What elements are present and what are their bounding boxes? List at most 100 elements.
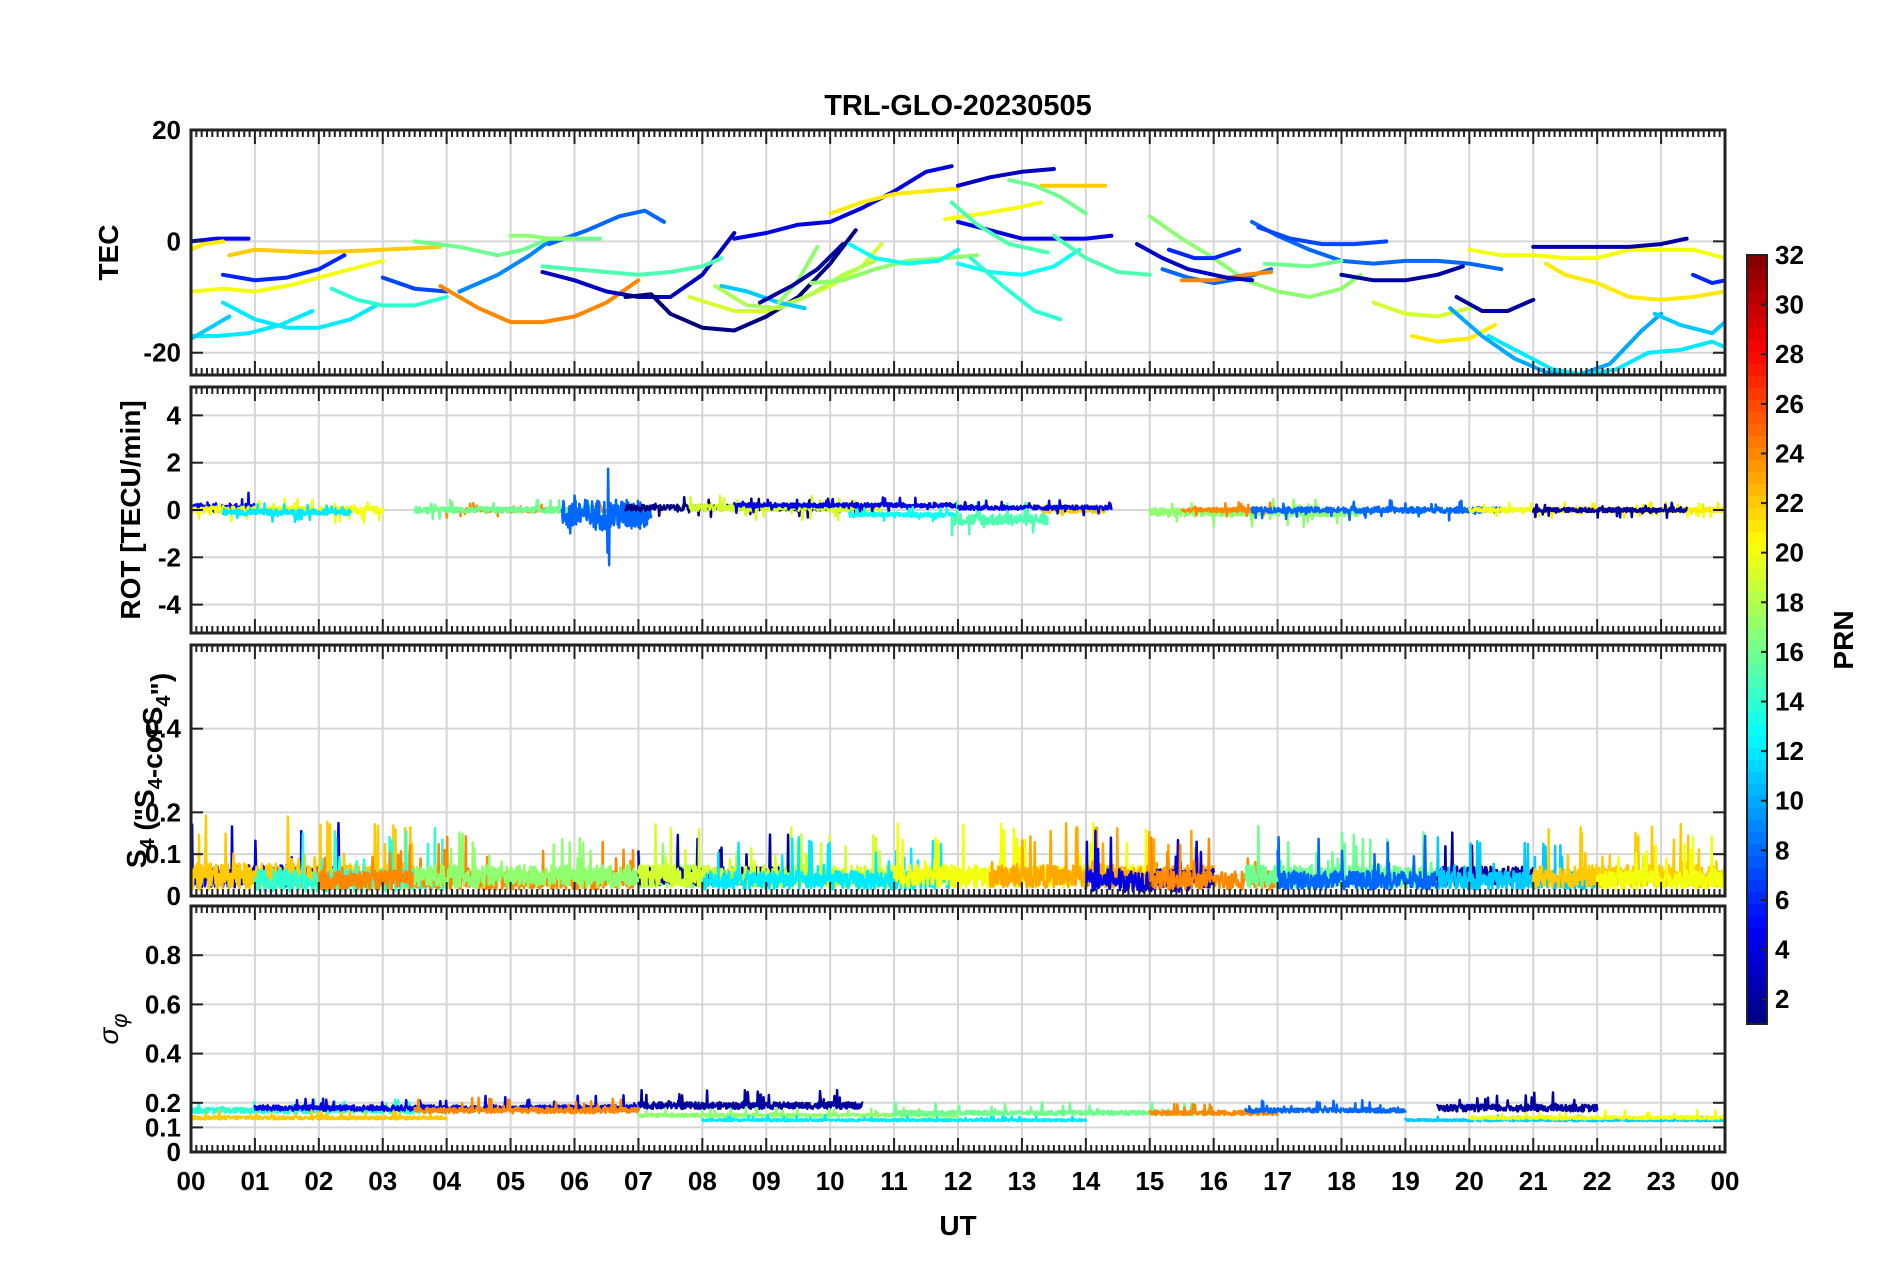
colorbar-segment: [1747, 423, 1767, 436]
colorbar-segment: [1747, 567, 1767, 580]
colorbar-tick-label: 32: [1775, 240, 1804, 270]
y-tick-label: 0: [167, 495, 181, 525]
y-tick-label: -4: [158, 590, 182, 620]
series-prn-2: [1533, 239, 1686, 247]
y-axis-label-part: σ: [93, 1027, 124, 1045]
series-prn-21: [1412, 325, 1495, 342]
y-tick-label: 0.6: [145, 989, 181, 1019]
x-tick-label: 20: [1455, 1166, 1484, 1196]
colorbar-segment: [1747, 495, 1767, 508]
colorbar-segment: [1747, 399, 1767, 412]
x-tick-label: 00: [1711, 1166, 1740, 1196]
colorbar-tick-label: 20: [1775, 538, 1804, 568]
colorbar-tick-label: 14: [1775, 687, 1804, 717]
colorbar-tick-label: 24: [1775, 438, 1804, 468]
colorbar-tick-label: 6: [1775, 885, 1789, 915]
y-axis-label: ROT [TECU/min]: [115, 400, 146, 619]
colorbar-segment: [1747, 291, 1767, 304]
series-prn-7: [383, 278, 447, 292]
series-prn-8: [1252, 500, 1501, 520]
colorbar-segment: [1747, 543, 1767, 556]
colorbar-segment: [1747, 555, 1767, 568]
x-tick-label: 05: [496, 1166, 525, 1196]
colorbar-segment: [1747, 712, 1767, 725]
colorbar-segment: [1747, 688, 1767, 701]
colorbar-segment: [1747, 952, 1767, 965]
y-axis-label: TEC: [93, 225, 124, 281]
series-prn-16: [1265, 261, 1342, 267]
colorbar-segment: [1747, 772, 1767, 785]
x-tick-label: 12: [944, 1166, 973, 1196]
series-prn-3: [958, 169, 1054, 186]
colorbar-segment: [1747, 531, 1767, 544]
colorbar-segment: [1747, 904, 1767, 917]
chart-svg: TRL-GLO-20230505 UT PRN 200-20TEC420-2-4…: [0, 0, 1902, 1272]
colorbar-segment: [1747, 940, 1767, 953]
colorbar-segment: [1747, 748, 1767, 761]
x-tick-label: 00: [177, 1166, 206, 1196]
x-tick-label: 01: [240, 1166, 269, 1196]
colorbar-segment: [1747, 676, 1767, 689]
x-tick-label: 13: [1007, 1166, 1036, 1196]
colorbar-segment: [1747, 459, 1767, 472]
colorbar-segment: [1747, 652, 1767, 665]
x-tick-label: 18: [1327, 1166, 1356, 1196]
colorbar-label: PRN: [1828, 610, 1859, 669]
colorbar-segment: [1747, 339, 1767, 352]
x-tick-label: 04: [432, 1166, 461, 1196]
chart-title: TRL-GLO-20230505: [824, 90, 1092, 122]
colorbar-segment: [1747, 579, 1767, 592]
series-prn-12: [1489, 336, 1726, 375]
colorbar-segment: [1747, 279, 1767, 292]
panel-rot: 4 2 0 -2 -4 ROT [TECU/min]: [115, 387, 1725, 633]
colorbar-segment: [1747, 615, 1767, 628]
y-axis-label-part: S: [121, 849, 152, 868]
x-tick-label: 06: [560, 1166, 589, 1196]
series-prn-6: [1693, 275, 1725, 283]
series-prn-10: [1450, 308, 1661, 375]
colorbar-segment: [1747, 411, 1767, 424]
colorbar-tick-label: 4: [1775, 935, 1790, 965]
colorbar-segment: [1747, 315, 1767, 328]
colorbar-tick-label: 18: [1775, 587, 1804, 617]
y-tick-label: 0: [167, 1137, 181, 1167]
colorbar-segment: [1747, 820, 1767, 833]
x-tick-label: 03: [368, 1166, 397, 1196]
colorbar-segment: [1747, 627, 1767, 640]
colorbar-segment: [1747, 255, 1767, 268]
colorbar-tick-label: 28: [1775, 339, 1804, 369]
colorbar-segment: [1747, 964, 1767, 977]
colorbar-tick-label: 8: [1775, 835, 1789, 865]
panel-sigma_phi: 0.8 0.6 0.4 0.20.10 σφ: [93, 906, 1725, 1167]
colorbar-segment: [1747, 832, 1767, 845]
colorbar-segment: [1747, 796, 1767, 809]
colorbar-tick-label: 22: [1775, 488, 1804, 518]
series-prn-15: [543, 258, 722, 275]
colorbar-tick-label: 30: [1775, 290, 1804, 320]
colorbar-tick-label: 2: [1775, 984, 1789, 1014]
y-tick-label: 0: [167, 881, 181, 911]
colorbar-segment: [1747, 507, 1767, 520]
colorbar-segment: [1747, 603, 1767, 616]
colorbar-tick-label: 12: [1775, 736, 1804, 766]
colorbar-segment: [1747, 880, 1767, 893]
colorbar-segment: [1747, 868, 1767, 881]
y-tick-label: 2: [167, 448, 181, 478]
y-axis-label-part: -corS: [137, 707, 168, 779]
colorbar-segment: [1747, 892, 1767, 905]
colorbar-segment: [1747, 387, 1767, 400]
y-tick-label: 0.8: [145, 940, 181, 970]
colorbar-segment: [1747, 760, 1767, 773]
x-tick-label: 19: [1391, 1166, 1420, 1196]
x-tick-label: 15: [1135, 1166, 1164, 1196]
y-tick-label: 4: [167, 400, 182, 430]
colorbar-segment: [1747, 784, 1767, 797]
colorbar-segment: [1747, 1000, 1767, 1013]
colorbar-segment: [1747, 351, 1767, 364]
colorbar-segment: [1747, 375, 1767, 388]
colorbar-segment: [1747, 976, 1767, 989]
x-tick-label: 09: [752, 1166, 781, 1196]
colorbar-segment: [1747, 808, 1767, 821]
colorbar-segment: [1747, 363, 1767, 376]
